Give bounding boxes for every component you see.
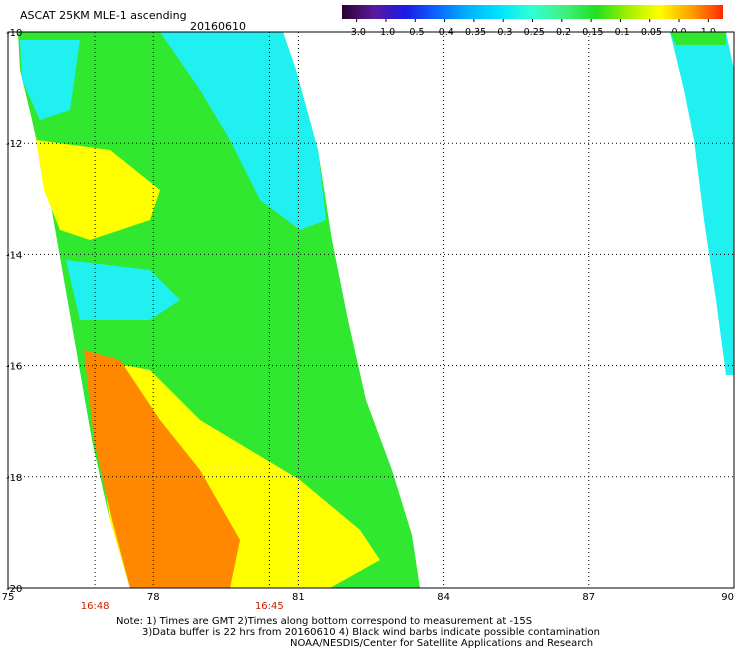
product-title: ASCAT 25KM MLE-1 ascending [20, 9, 187, 22]
x-tick-label: 75 [2, 592, 15, 603]
axis-tick-labels: 75 78 81 84 87 90 -10 -12 -14 -16 -18 -20 [2, 28, 734, 603]
x-tick-label: 84 [437, 592, 450, 603]
colorbar [342, 5, 723, 19]
colorbar-labels: -3.0 -1.0 -0.5 -0.4 -0.35 -0.3 -0.25 -0.2 -0.15-… [347, 19, 716, 38]
x-tick-label: 81 [292, 592, 305, 603]
east-swath-green-tip [670, 32, 726, 45]
y-tick-label: -20 [6, 584, 22, 595]
time-label: 16:45 [255, 601, 284, 612]
east-swath [670, 32, 734, 375]
y-tick-label: -18 [6, 473, 22, 484]
swath-cyan-patch-2 [66, 260, 180, 320]
x-tick-label: 78 [147, 592, 160, 603]
footer-note-2: 3)Data buffer is 22 hrs from 20160610 4)… [142, 627, 600, 638]
swath-yellow-1 [36, 140, 160, 240]
footer-credit: NOAA/NESDIS/Center for Satellite Applica… [290, 638, 594, 649]
y-tick-label: -16 [6, 362, 22, 373]
y-tick-label: -14 [6, 250, 22, 261]
x-tick-label: 90 [721, 592, 734, 603]
lat-lon-grid [8, 32, 734, 588]
x-tick-label: 87 [582, 592, 595, 603]
y-tick-label: -10 [6, 28, 22, 39]
wind-swaths [18, 32, 734, 588]
swath-cyan-band [160, 32, 326, 230]
time-labels: 16:48 16:45 [81, 601, 284, 612]
product-date: 20160610 [190, 20, 246, 33]
swath-orange-core [84, 350, 240, 588]
swath-cyan-patch [20, 40, 80, 120]
footer-note-1: Note: 1) Times are GMT 2)Times along bot… [116, 616, 533, 627]
plot-frame [7, 31, 735, 589]
time-label: 16:48 [81, 601, 110, 612]
colorbar-ramp [342, 5, 723, 19]
y-tick-label: -12 [6, 139, 22, 150]
